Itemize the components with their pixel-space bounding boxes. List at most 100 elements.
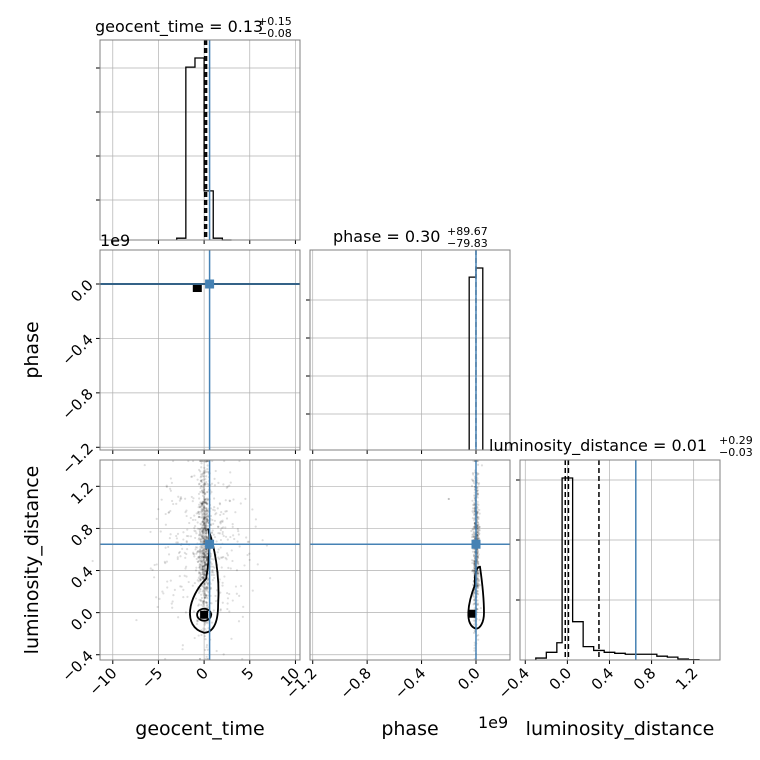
sample-point <box>205 559 208 562</box>
sample-point <box>478 584 482 587</box>
sample-point <box>473 649 476 652</box>
phase-geocent-ticklabel-y-2: −0.4 <box>58 331 96 369</box>
sample-point <box>196 527 199 530</box>
sample-point <box>201 524 205 527</box>
sample-point <box>202 486 205 489</box>
sample-point <box>207 583 210 587</box>
sample-point <box>196 620 199 623</box>
sample-point <box>164 523 167 526</box>
sample-point <box>205 519 209 522</box>
sample-point <box>198 575 201 578</box>
lumdist-phase-ticklabel-x-2: −0.4 <box>391 664 429 702</box>
sample-point <box>205 480 208 484</box>
sample-point <box>254 525 257 528</box>
sample-point <box>476 578 479 581</box>
sample-point <box>206 648 209 651</box>
sample-point <box>219 528 222 532</box>
sample-point <box>202 491 205 494</box>
sample-point <box>193 529 196 532</box>
sample-point <box>234 585 238 588</box>
sample-point <box>205 594 208 597</box>
sample-point <box>201 504 204 507</box>
sample-point <box>220 566 223 569</box>
sample-point <box>202 535 205 538</box>
sample-point <box>471 499 474 502</box>
sample-point <box>196 551 199 554</box>
sample-point <box>476 593 479 596</box>
sample-point <box>201 560 204 564</box>
sample-point <box>476 493 479 496</box>
sample-point <box>204 513 207 516</box>
sample-point <box>476 477 479 480</box>
sample-point <box>203 565 206 568</box>
sample-point <box>149 530 152 534</box>
sample-point <box>232 498 235 501</box>
title-geocent-time-minus: −0.08 <box>258 27 292 40</box>
sample-point <box>202 549 205 552</box>
sample-point <box>477 517 480 521</box>
sample-point <box>211 529 214 532</box>
sample-point <box>476 510 479 513</box>
sample-point <box>204 548 208 551</box>
sample-point <box>203 512 206 516</box>
sample-point <box>213 519 216 522</box>
title-luminosity-distance-minus: −0.03 <box>719 446 753 459</box>
sample-point <box>470 535 474 539</box>
sample-point <box>159 530 162 533</box>
sample-point <box>477 523 480 526</box>
sample-point <box>200 502 204 506</box>
sample-point <box>201 532 204 535</box>
sample-point <box>211 518 214 522</box>
sample-point <box>218 532 221 535</box>
sample-point <box>201 564 204 567</box>
sample-point <box>205 655 208 658</box>
sample-point <box>203 623 206 626</box>
sample-point <box>199 560 202 563</box>
lumdist-geocent-median-marker <box>200 610 209 619</box>
sample-point <box>205 512 208 515</box>
sample-point <box>204 493 207 496</box>
sample-point <box>476 589 479 592</box>
sample-point <box>204 573 207 576</box>
sample-point <box>198 505 202 508</box>
sample-point <box>203 523 206 526</box>
sample-point <box>183 551 186 554</box>
sample-point <box>201 568 204 572</box>
sample-point <box>204 529 207 532</box>
sample-point <box>200 473 203 476</box>
sample-point <box>236 527 239 531</box>
sample-point <box>191 500 194 503</box>
sample-point <box>196 478 199 481</box>
sample-point <box>205 585 208 588</box>
sample-point <box>202 485 206 488</box>
sample-point <box>238 545 241 548</box>
sample-point <box>204 628 207 631</box>
sample-point <box>197 515 200 519</box>
sample-point <box>207 459 210 463</box>
sample-point <box>202 517 205 520</box>
sample-point <box>225 558 228 561</box>
sample-point <box>473 555 476 558</box>
sample-point <box>221 530 224 534</box>
sample-point <box>202 576 205 579</box>
sample-point <box>472 572 475 575</box>
sample-point <box>210 573 213 577</box>
sample-point <box>203 492 206 495</box>
sample-point <box>203 517 206 520</box>
sample-point <box>477 531 480 534</box>
sample-point <box>473 501 476 505</box>
sample-point <box>473 509 476 512</box>
sample-point <box>204 573 207 576</box>
sample-point <box>203 552 207 555</box>
sample-point <box>202 551 205 555</box>
sample-point <box>198 657 202 661</box>
sample-point <box>198 534 201 537</box>
sample-point <box>202 576 205 579</box>
sample-point <box>201 565 204 568</box>
sample-point <box>177 616 180 619</box>
sample-point <box>202 585 205 588</box>
lumdist-geocent-contour-inner <box>196 607 213 622</box>
sample-point <box>472 603 475 606</box>
sample-point <box>202 540 205 543</box>
sample-point <box>205 507 208 510</box>
